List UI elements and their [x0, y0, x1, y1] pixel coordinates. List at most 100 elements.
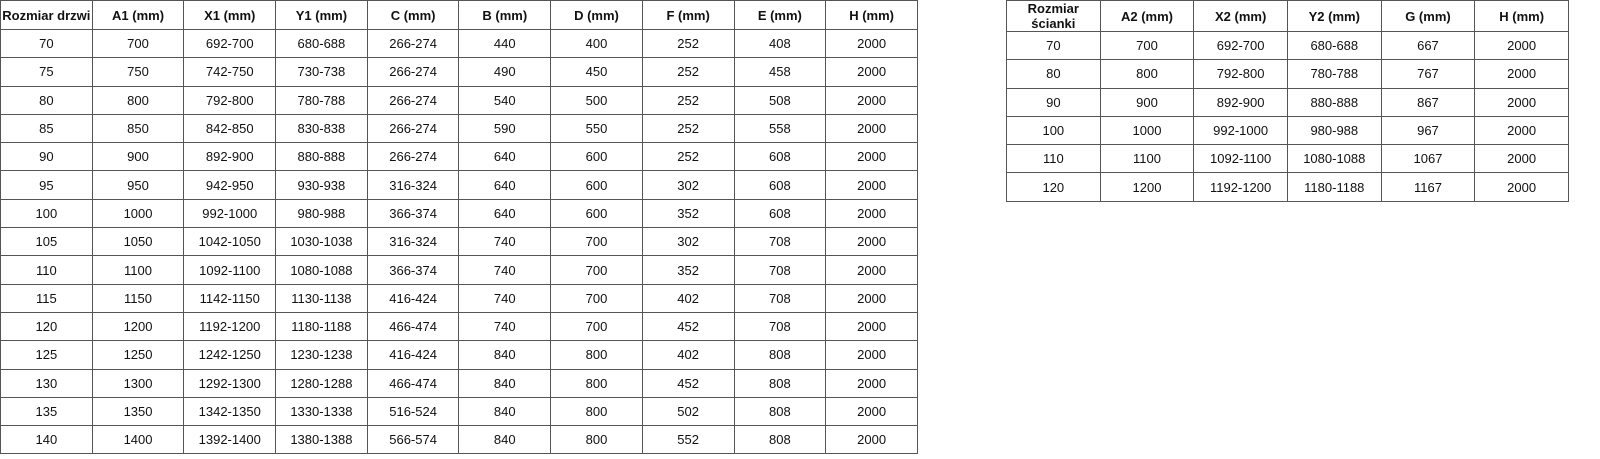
table-cell: 266-274: [366, 142, 460, 172]
table-cell: 700: [550, 311, 643, 342]
table-cell: 700: [550, 227, 643, 257]
table-cell: 140: [0, 425, 93, 455]
table-cell: 740: [458, 311, 552, 342]
table-cell: 1000: [1099, 115, 1195, 146]
table-cell: 115: [0, 283, 93, 313]
table-cell: 558: [733, 113, 827, 144]
table-cell: 800: [1099, 59, 1195, 89]
table-cell: 800: [550, 425, 643, 455]
table-row: 85 850 842-850 830-838 266-274 590 550 252 558 20…: [0, 113, 918, 144]
table-cell: 740: [458, 227, 552, 257]
table-cell: 1100: [91, 255, 185, 285]
table-cell: 2000: [825, 396, 918, 427]
table-cell: 2000: [825, 340, 918, 370]
table-cell: 490: [458, 57, 552, 87]
table-cell: 867: [1380, 87, 1476, 117]
table-row: 90 900 892-900 880-888 867 2000: [1006, 87, 1569, 117]
table-cell: 600: [550, 170, 643, 200]
table-cell: 2000: [825, 368, 918, 398]
table-cell: 130: [0, 368, 93, 398]
table-cell: 900: [1099, 87, 1195, 117]
table-cell: 90: [1006, 87, 1101, 117]
table-row: 90 900 892-900 880-888 266-274 640 600 252 608 20…: [0, 142, 918, 172]
table-cell: 2000: [825, 311, 918, 342]
table-cell: 266-274: [366, 28, 460, 59]
table-cell: 700: [1099, 30, 1195, 61]
table-cell: 252: [641, 85, 735, 115]
table-cell: 808: [733, 340, 827, 370]
table-cell: 2000: [1474, 144, 1569, 174]
table-cell: 608: [733, 142, 827, 172]
table-cell: 840: [458, 396, 552, 427]
table-cell: 70: [1006, 30, 1101, 61]
table-cell: 2000: [825, 198, 918, 229]
table-cell: 1250: [91, 340, 185, 370]
table-cell: 540: [458, 85, 552, 115]
table-cell: 110: [0, 255, 93, 285]
table-cell: 800: [91, 85, 185, 115]
table-cell: 1242-1250: [183, 340, 277, 370]
table-cell: 680-688: [1286, 30, 1382, 61]
table-cell: 680-688: [275, 28, 368, 59]
column-header: X1 (mm): [183, 0, 277, 30]
column-header: C (mm): [366, 0, 460, 30]
table-cell: 508: [733, 85, 827, 115]
table-cell: 1380-1388: [275, 425, 368, 455]
column-header: Rozmiar drzwi: [0, 0, 93, 30]
table-cell: 980-988: [275, 198, 368, 229]
table-cell: 80: [1006, 59, 1101, 89]
table-cell: 708: [733, 227, 827, 257]
table-cell: 1042-1050: [183, 227, 277, 257]
table-cell: 1400: [91, 425, 185, 455]
column-header: F (mm): [641, 0, 735, 30]
table-cell: 780-788: [275, 85, 368, 115]
table-cell: 942-950: [183, 170, 277, 200]
table-cell: 440: [458, 28, 552, 59]
table-cell: 450: [550, 57, 643, 87]
table-cell: 1292-1300: [183, 368, 277, 398]
column-header: H (mm): [825, 0, 918, 30]
table-cell: 302: [641, 170, 735, 200]
column-header: H (mm): [1474, 0, 1569, 32]
table-cell: 416-424: [366, 340, 460, 370]
table-row: 140 1400 1392-1400 1380-1388 566-574 840 800 55…: [0, 425, 918, 455]
table-cell: 792-800: [1193, 59, 1288, 89]
table-cell: 252: [641, 142, 735, 172]
table-cell: 708: [733, 311, 827, 342]
table-cell: 252: [641, 57, 735, 87]
table-cell: 1080-1088: [275, 255, 368, 285]
table-cell: 1100: [1099, 144, 1195, 174]
table-cell: 135: [0, 396, 93, 427]
column-header: Rozmiar ścianki: [1006, 0, 1101, 32]
table-cell: 1067: [1380, 144, 1476, 174]
table-cell: 2000: [825, 113, 918, 144]
table-cell: 1180-1188: [275, 311, 368, 342]
table-cell: 980-988: [1286, 115, 1382, 146]
table-cell: 1300: [91, 368, 185, 398]
table-cell: 400: [550, 28, 643, 59]
door-dimensions-table: Rozmiar drzwi A1 (mm) X1 (mm) Y1 (mm) C (mm)…: [0, 0, 918, 455]
table-cell: 110: [1006, 144, 1101, 174]
table-cell: 502: [641, 396, 735, 427]
table-cell: 1392-1400: [183, 425, 277, 455]
table-cell: 1342-1350: [183, 396, 277, 427]
table-cell: 2000: [1474, 30, 1569, 61]
table-cell: 402: [641, 340, 735, 370]
table-cell: 590: [458, 113, 552, 144]
table-cell: 830-838: [275, 113, 368, 144]
table-row: 110 1100 1092-1100 1080-1088 1067 2000: [1006, 144, 1569, 174]
table-cell: 416-424: [366, 283, 460, 313]
table-cell: 1050: [91, 227, 185, 257]
table-cell: 992-1000: [1193, 115, 1288, 146]
table-cell: 2000: [825, 425, 918, 455]
table-cell: 352: [641, 198, 735, 229]
table-cell: 640: [458, 142, 552, 172]
table-cell: 967: [1380, 115, 1476, 146]
table-cell: 266-274: [366, 113, 460, 144]
table-cell: 125: [0, 340, 93, 370]
table-cell: 402: [641, 283, 735, 313]
table-cell: 75: [0, 57, 93, 87]
table-row: 130 1300 1292-1300 1280-1288 466-474 840 800 45…: [0, 368, 918, 398]
table-cell: 600: [550, 198, 643, 229]
table-cell: 1092-1100: [1193, 144, 1288, 174]
